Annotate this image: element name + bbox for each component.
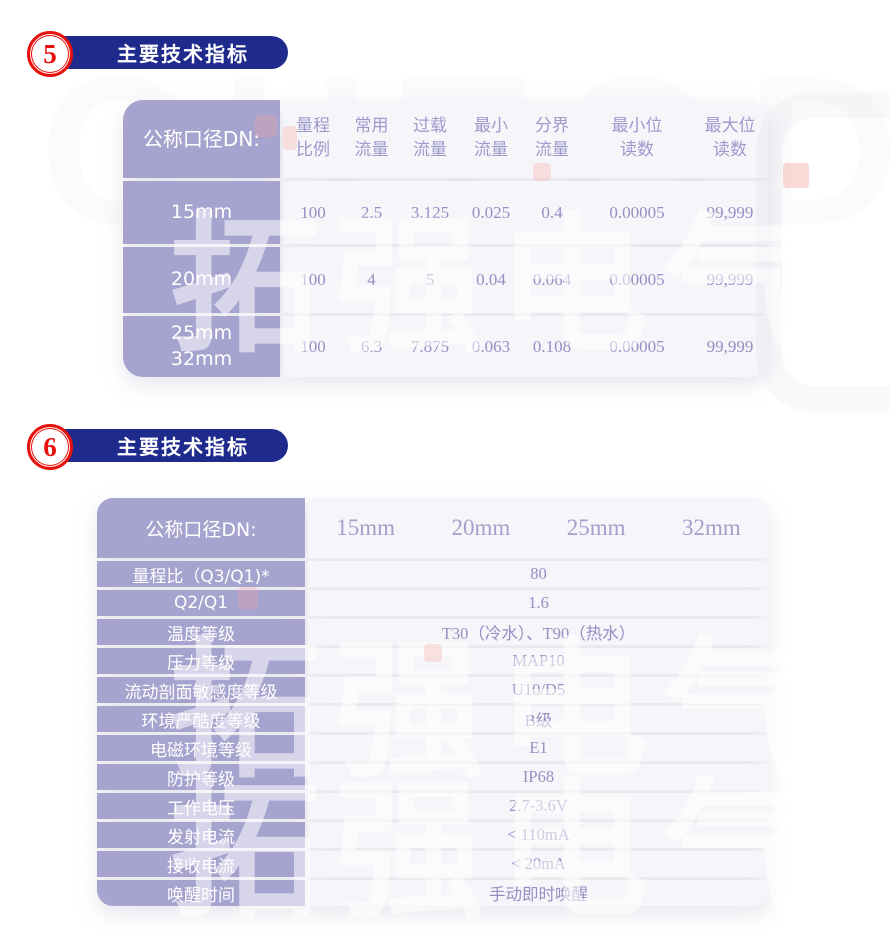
t5-value: 4 [367,270,376,289]
t5-row-dn: 25mm 32mm [123,316,280,377]
table-row: 100 6.3 7.875 0.063 0.108 0.00005 99,999 [283,316,768,377]
t5-col-header: 过载 流量 [413,116,447,160]
t5-corner-header: 公称口径DN: [123,100,280,178]
t5-col-header: 常用 流量 [354,116,389,160]
t5-col-header: 最小 流量 [474,116,508,160]
t5-value: 0.04 [476,270,506,289]
t5-value: 0.108 [532,336,572,356]
t5-value: 99,999 [706,202,754,222]
t6-size-header: 20mm [451,515,511,540]
metrology-spec-table: 公称口径DN: 15mm 20mm 25mm 32mm 量程比（Q3/Q1)* … [97,498,769,906]
t5-row-dn: 15mm [123,181,280,244]
t6-row-value: 1.6 [308,590,769,616]
t5-value: 100 [300,270,326,289]
t6-size-header: 15mm [336,515,396,540]
section-5-title: 主要技术指标 [117,42,249,66]
watermark-square [783,163,809,188]
t5-value: 100 [300,202,326,222]
t6-size-header: 32mm [681,515,741,540]
t5-col-header: 最小位 读数 [611,116,663,160]
t6-row-label: 发射电流 [97,822,305,848]
t6-size-header: 25mm [566,515,626,540]
section-6-number: 6 [43,431,57,462]
t6-row-label: 唤醒时间 [97,880,305,906]
t6-row-value: 手动即时唤醒 [308,880,769,906]
t5-value: 0.00005 [609,270,665,289]
section-6-title: 主要技术指标 [117,435,249,459]
t6-row-label: 防护等级 [97,764,305,790]
flow-spec-table: 公称口径DN: 量程 比例 常用 流量 过载 流量 最小 流量 分界 流量 最小位 读数 最… [123,100,768,377]
t6-row-value: < 20mA [308,851,769,877]
t6-size-header-row: 15mm 20mm 25mm 32mm [308,498,769,558]
t6-row-label: 量程比（Q3/Q1)* [97,561,305,587]
t6-row-label: 流动剖面敏感度等级 [97,677,305,703]
t5-value: 0.064 [532,270,572,289]
t5-value: 0.063 [471,336,511,356]
t6-row-value: 2.7-3.6V [308,793,769,819]
t6-corner-header: 公称口径DN: [97,498,305,558]
section-6-number-badge: 6 [27,424,73,470]
section-5-number-badge: 5 [27,31,73,77]
section-5-banner: 主要技术指标 [44,36,288,69]
t5-value: 99,999 [706,336,754,356]
t6-row-label: 温度等级 [97,619,305,645]
t5-value: 0.00005 [609,336,665,356]
t5-col-header: 量程 比例 [296,116,330,160]
t5-value: 7.875 [410,336,450,356]
t6-row-label: 接收电流 [97,851,305,877]
t5-col-header: 最大位 读数 [704,116,756,160]
t5-col-header: 分界 流量 [535,116,569,160]
t6-row-label: 电磁环境等级 [97,735,305,761]
t6-row-value: B级 [308,706,769,732]
t6-row-label: 压力等级 [97,648,305,674]
t6-row-label: 工作电压 [97,793,305,819]
t5-value: 2.5 [360,202,383,222]
t5-value: 0.4 [541,202,563,222]
section-6-banner: 主要技术指标 [44,429,288,462]
t6-row-label: 环境严酷度等级 [97,706,305,732]
t5-value: 0.025 [471,202,511,222]
t6-row-value: < 110mA [308,822,769,848]
t5-value: 99,999 [706,270,754,289]
t5-corner-label: 公称口径DN: [142,126,261,151]
t5-value: 6.3 [360,336,383,356]
t6-corner-label: 公称口径DN: [145,518,257,541]
table-row: 100 2.5 3.125 0.025 0.4 0.00005 99,999 [283,181,768,244]
t5-value: 5 [425,270,435,289]
t6-row-value: E1 [308,735,769,761]
t5-value: 3.125 [410,202,450,222]
t6-row-value: U10/D5 [308,677,769,703]
t6-row-value: T30（冷水）、T90（热水） [308,619,769,645]
table-row: 100 4 5 0.04 0.064 0.00005 99,999 [283,247,768,313]
t5-value: 100 [300,336,326,356]
t5-column-header-row: 量程 比例 常用 流量 过载 流量 最小 流量 分界 流量 最小位 读数 最大位 读数 [283,100,768,178]
watermark-letter-shape [756,92,890,412]
t6-row-value: IP68 [308,764,769,790]
t6-row-value: 80 [308,561,769,587]
section-5-number: 5 [43,38,57,69]
t5-row-dn: 20mm [123,247,280,313]
t6-row-value: MAP10 [308,648,769,674]
t5-value: 0.00005 [609,202,665,222]
t6-row-label: Q2/Q1 [97,590,305,616]
